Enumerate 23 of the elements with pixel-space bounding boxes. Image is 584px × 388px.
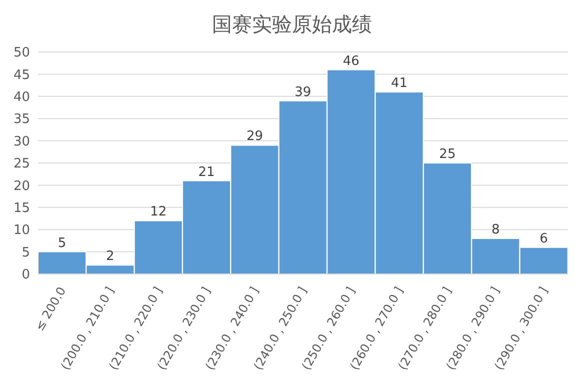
y-tick-label: 10: [13, 223, 30, 238]
data-label: 46: [342, 54, 360, 69]
y-tick-label: 30: [13, 134, 30, 150]
data-label: 12: [150, 204, 167, 220]
y-tick-label: 15: [13, 201, 30, 216]
data-label: 5: [58, 236, 66, 251]
data-label: 29: [246, 129, 263, 144]
y-tick-label: 20: [13, 178, 30, 194]
chart-title: 国赛实验原始成绩: [211, 11, 373, 38]
y-tick-label: 40: [13, 90, 30, 106]
data-label: 25: [439, 147, 456, 162]
y-tick-label: 35: [13, 112, 30, 128]
data-label: 21: [198, 164, 215, 180]
data-label: 2: [106, 249, 114, 264]
y-tick-label: 50: [13, 46, 30, 61]
y-tick-label: 25: [13, 156, 30, 172]
y-tick-label: 45: [13, 68, 30, 83]
data-label: 39: [294, 84, 312, 100]
data-label: 6: [540, 231, 548, 246]
data-label: 8: [491, 222, 500, 238]
y-tick-label: 5: [22, 245, 30, 260]
data-label: 41: [391, 76, 408, 91]
y-tick-label: 0: [22, 268, 30, 283]
